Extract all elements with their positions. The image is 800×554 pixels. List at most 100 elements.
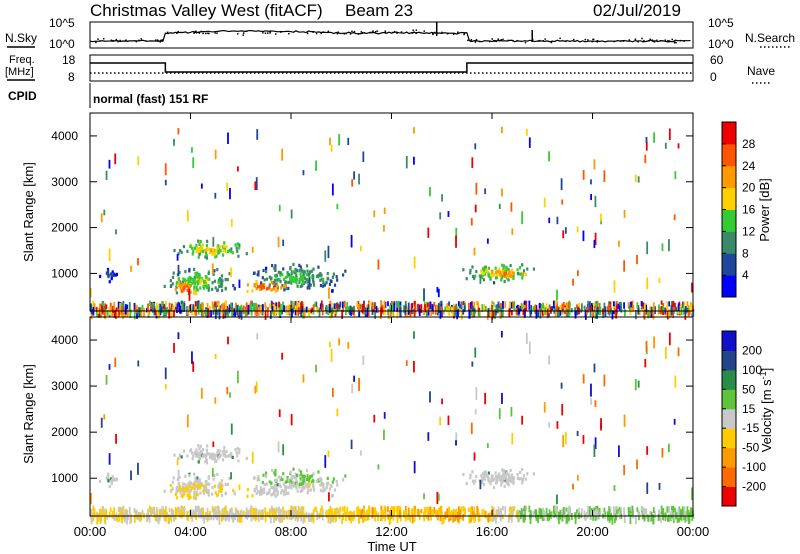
power-cell xyxy=(646,241,649,255)
nsearch-point xyxy=(493,39,495,42)
velocity-cell xyxy=(224,514,227,522)
power-cell xyxy=(481,304,484,313)
nsearch-point xyxy=(391,31,394,34)
power-cell xyxy=(277,236,280,248)
nsearch-point xyxy=(488,40,491,43)
velocity-cell xyxy=(328,492,330,502)
nsearch-point xyxy=(140,38,143,40)
velocity-cell xyxy=(350,439,353,450)
power-cell xyxy=(661,243,664,251)
power-cell xyxy=(668,239,670,252)
velocity-cell xyxy=(319,488,323,493)
velocity-cell xyxy=(480,474,483,478)
power-cell xyxy=(611,310,614,320)
velocity-cell xyxy=(113,514,116,521)
power-cell xyxy=(364,307,367,318)
velocity-cell xyxy=(577,475,579,481)
power-cell xyxy=(291,270,294,274)
velocity-cell xyxy=(272,485,276,489)
velocity-cell xyxy=(482,476,485,480)
velocity-cell xyxy=(333,488,337,492)
velocity-cell xyxy=(465,481,468,486)
power-cell xyxy=(224,277,227,282)
velocity-cell xyxy=(509,468,512,472)
power-cell xyxy=(413,156,415,165)
velocity-cell xyxy=(505,471,508,475)
velocity-cell xyxy=(510,473,514,477)
power-cell xyxy=(254,304,257,310)
nsearch-point xyxy=(512,40,514,42)
power-cell xyxy=(683,301,686,309)
velocity-cell xyxy=(268,491,271,495)
velocity-cell xyxy=(261,480,264,485)
velocity-cell xyxy=(548,513,551,521)
velocity-cell xyxy=(200,451,203,455)
power-cell xyxy=(177,128,180,135)
velocity-cell xyxy=(660,505,663,511)
power-cell xyxy=(200,183,203,189)
power-cell xyxy=(521,211,524,225)
velocity-cell xyxy=(204,460,207,464)
velocity-cell xyxy=(652,507,655,513)
power-cell xyxy=(213,269,216,273)
velocity-cell xyxy=(200,387,203,399)
power-ytick-tick-label: 4000 xyxy=(51,129,78,143)
power-cell xyxy=(261,308,264,316)
power-cell xyxy=(496,273,499,277)
velocity-cell xyxy=(518,477,521,481)
velocity-cell xyxy=(206,444,209,448)
velocity-cell xyxy=(206,513,209,518)
velocity-cell xyxy=(535,514,538,521)
power-cell xyxy=(197,239,200,243)
velocity-cell xyxy=(628,509,631,516)
velocity-cell xyxy=(537,514,540,524)
nsearch-point xyxy=(500,39,503,41)
power-cell xyxy=(224,286,227,290)
velocity-cell xyxy=(535,510,538,520)
power-cell xyxy=(692,308,695,317)
power-cell xyxy=(594,232,597,245)
velocity-cell xyxy=(321,482,324,486)
nsearch-point xyxy=(280,31,282,33)
velocity-cell xyxy=(280,491,283,495)
velocity-cell xyxy=(457,513,460,523)
velocity-cell xyxy=(205,453,208,457)
velocity-cell xyxy=(630,506,632,512)
power-cell xyxy=(522,306,525,311)
power-cell xyxy=(339,301,342,308)
power-cell xyxy=(336,278,339,282)
power-cell xyxy=(637,176,640,183)
velocity-cell xyxy=(281,514,283,523)
velocity-cell xyxy=(236,446,239,451)
velocity-cell xyxy=(282,482,285,486)
power-cell xyxy=(501,309,504,317)
power-cell xyxy=(264,302,267,308)
velocity-cell xyxy=(215,459,218,463)
power-cell xyxy=(529,305,532,311)
power-cell xyxy=(410,304,413,314)
velocity-cell xyxy=(227,336,229,345)
velocity-cell xyxy=(133,507,136,513)
power-cell xyxy=(149,303,152,310)
velocity-cell xyxy=(360,509,363,519)
velocity-cell xyxy=(203,453,206,457)
power-cell xyxy=(554,307,557,317)
power-cell xyxy=(672,300,675,308)
power-cell xyxy=(108,280,111,284)
power-cell xyxy=(218,281,221,285)
power-cell xyxy=(264,305,267,312)
velocity-cell xyxy=(165,506,167,516)
velocity-cell xyxy=(336,408,339,417)
velocity-cell xyxy=(201,483,204,488)
power-cell xyxy=(455,227,458,239)
power-cell xyxy=(474,143,477,150)
velocity-cell xyxy=(668,443,670,453)
power-cell xyxy=(172,304,175,312)
power-cell xyxy=(200,308,203,317)
velocity-cell xyxy=(507,475,511,480)
power-cell xyxy=(256,285,259,289)
velocity-cell xyxy=(471,506,473,511)
velocity-cell xyxy=(638,512,641,518)
velocity-cell xyxy=(146,512,148,522)
velocity-cell xyxy=(271,511,274,516)
